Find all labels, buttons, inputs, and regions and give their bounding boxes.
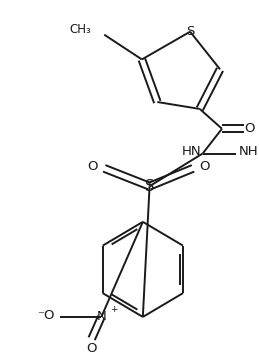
Text: +: + [110, 304, 118, 314]
Text: N: N [96, 310, 106, 323]
Text: HN: HN [181, 145, 201, 158]
Text: O: O [87, 342, 97, 355]
Text: S: S [145, 179, 154, 194]
Text: S: S [186, 25, 194, 38]
Text: CH₃: CH₃ [69, 23, 91, 36]
Text: O: O [245, 122, 255, 135]
Text: O: O [199, 160, 210, 173]
Text: O: O [87, 160, 98, 173]
Text: ⁻O: ⁻O [38, 309, 55, 323]
Text: NH: NH [239, 145, 259, 158]
